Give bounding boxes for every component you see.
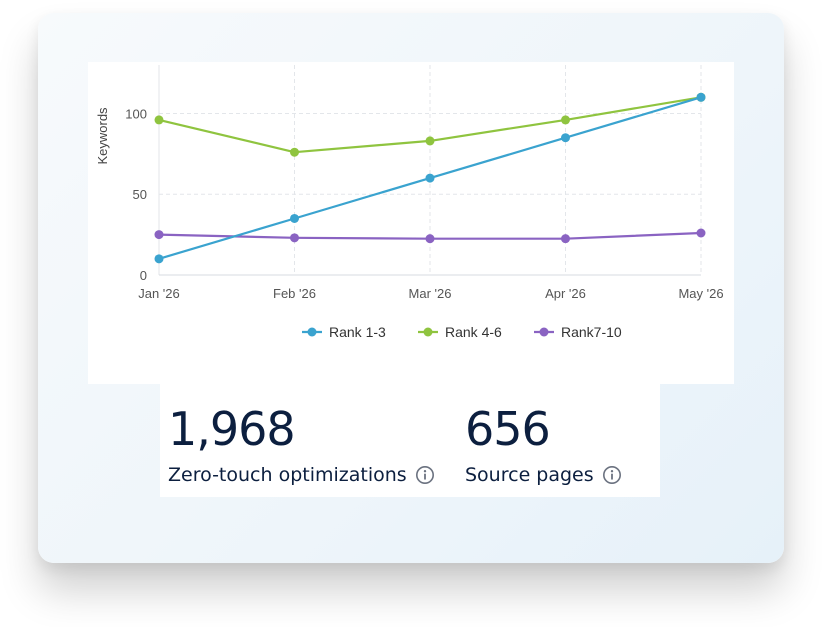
data-point: [425, 173, 435, 183]
x-tick-label: Mar '26: [409, 286, 452, 301]
stat-label: Zero-touch optimizations: [168, 464, 407, 486]
data-point: [290, 233, 299, 243]
legend-swatch-marker: [539, 327, 549, 337]
data-point: [154, 230, 164, 240]
y-tick-label: 100: [125, 106, 147, 121]
stat-value: 1,968: [168, 402, 296, 456]
y-tick-label: 0: [140, 268, 147, 283]
stat-label-row: Zero-touch optimizations: [168, 464, 435, 486]
y-tick-label: 50: [133, 187, 147, 202]
stat-label: Source pages: [465, 464, 594, 486]
stats-panel: 1,968 Zero-touch optimizations 656 Sourc…: [160, 384, 660, 497]
legend-swatch-marker: [423, 327, 433, 337]
legend-label: Rank 1-3: [329, 324, 386, 340]
keywords-line-chart: 0 50 100 Jan '26 Feb '26 Mar '26 Apr '26 May '2…: [95, 65, 724, 340]
data-point: [425, 234, 435, 244]
legend-label: Rank 4-6: [445, 324, 502, 340]
legend-label: Rank7-10: [561, 324, 622, 340]
info-icon[interactable]: [415, 465, 435, 485]
data-point: [561, 133, 570, 143]
legend-swatch-marker: [307, 327, 317, 337]
data-point: [290, 147, 299, 157]
x-tick-label: Jan '26: [138, 286, 180, 301]
info-icon[interactable]: [602, 465, 622, 485]
data-point: [154, 115, 164, 125]
data-point: [696, 228, 706, 238]
data-point: [425, 136, 435, 146]
y-axis-title: Keywords: [95, 107, 110, 165]
x-tick-label: May '26: [678, 286, 723, 301]
x-tick-label: Feb '26: [273, 286, 316, 301]
stat-label-row: Source pages: [465, 464, 622, 486]
data-point: [561, 115, 570, 125]
chart-panel: 0 50 100 Jan '26 Feb '26 Mar '26 Apr '26 May '2…: [88, 62, 734, 384]
data-point: [290, 213, 299, 223]
data-point: [696, 92, 706, 102]
stat-value: 656: [465, 402, 551, 456]
data-point: [561, 234, 570, 244]
x-tick-label: Apr '26: [545, 286, 586, 301]
data-point: [154, 254, 164, 264]
